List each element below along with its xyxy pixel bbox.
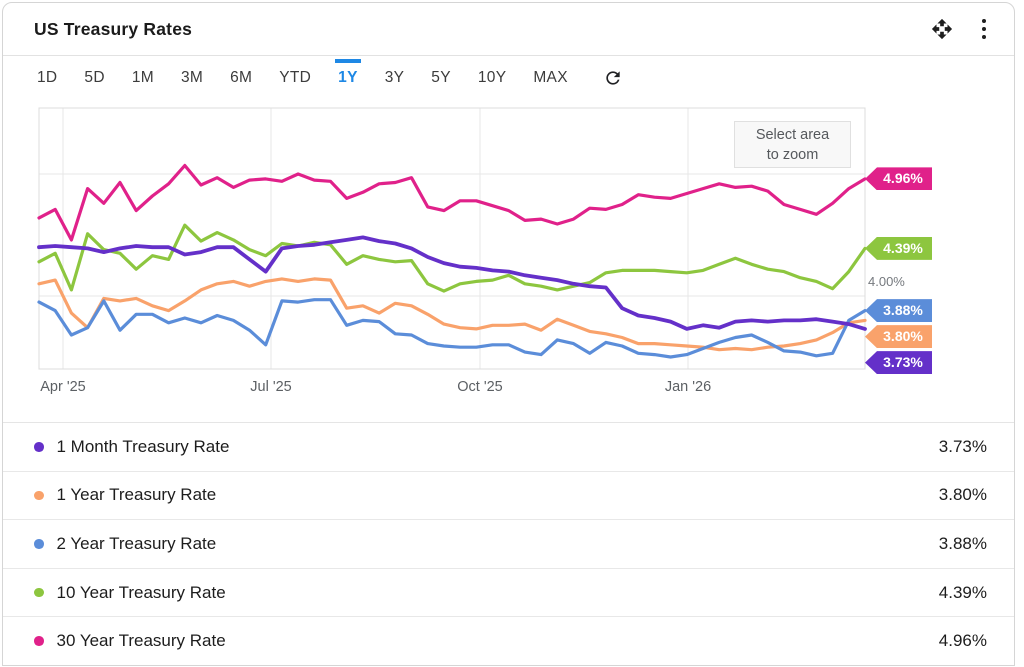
tab-1d[interactable]: 1D [37,68,58,86]
move-icon[interactable] [928,15,956,43]
tab-5d[interactable]: 5D [84,68,105,86]
refresh-icon[interactable] [603,56,623,99]
x-axis-label: Apr '25 [40,379,86,395]
tab-1y[interactable]: 1Y [335,56,361,99]
x-axis-label: Oct '25 [457,379,503,395]
y-axis-tick-label: 4.00% [868,274,905,289]
tab-max[interactable]: MAX [533,68,568,86]
legend-dot [34,587,44,598]
x-axis-label: Jul '25 [250,379,292,395]
legend-row-10-year[interactable]: 10 Year Treasury Rate 4.39% [3,569,1014,618]
tab-10y[interactable]: 10Y [477,68,507,86]
tab-6m[interactable]: 6M [230,68,253,86]
tab-1m[interactable]: 1M [131,68,154,86]
series-line-2 [37,277,867,352]
legend-row-1-month[interactable]: 1 Month Treasury Rate 3.73% [3,423,1014,472]
time-range-tabs: 1D 5D 1M 3M 6M YTD 1Y 3Y 5Y 10Y MAX [3,56,1014,99]
x-axis-label: Jan '26 [664,379,712,395]
tab-3y[interactable]: 3Y [384,68,405,86]
tab-ytd[interactable]: YTD [279,68,312,86]
series-line-1 [37,235,867,331]
series-line-4 [37,223,867,293]
chart-canvas[interactable] [3,99,1015,409]
price-tag: 4.39% [865,236,932,260]
chart-legend: 1 Month Treasury Rate 3.73% 1 Year Treas… [3,422,1014,665]
series-line-5 [37,163,867,242]
header-icons [928,15,998,43]
price-tag: 3.73% [865,351,932,375]
legend-dot [34,442,44,452]
legend-row-2-year[interactable]: 2 Year Treasury Rate 3.88% [3,520,1014,569]
legend-row-1-year[interactable]: 1 Year Treasury Rate 3.80% [3,472,1014,521]
legend-dot [34,539,44,549]
select-area-to-zoom-hint: Select area to zoom [734,121,851,168]
tab-3m[interactable]: 3M [180,68,204,86]
kebab-menu-icon[interactable] [970,15,998,43]
price-tag: 4.96% [865,167,932,191]
legend-dot [34,490,44,501]
price-tag: 3.88% [865,299,932,323]
plot-border [38,107,866,370]
price-tag: 3.80% [865,325,932,349]
legend-dot [34,636,44,646]
page-title: US Treasury Rates [34,18,193,39]
chart-area[interactable]: Select area to zoom 4.00% Apr '25 Jul '25… [3,99,1014,422]
widget-header: US Treasury Rates [3,3,1014,56]
tab-5y[interactable]: 5Y [431,68,451,86]
legend-row-30-year[interactable]: 30 Year Treasury Rate 4.96% [3,617,1014,665]
series-line-3 [37,298,867,359]
